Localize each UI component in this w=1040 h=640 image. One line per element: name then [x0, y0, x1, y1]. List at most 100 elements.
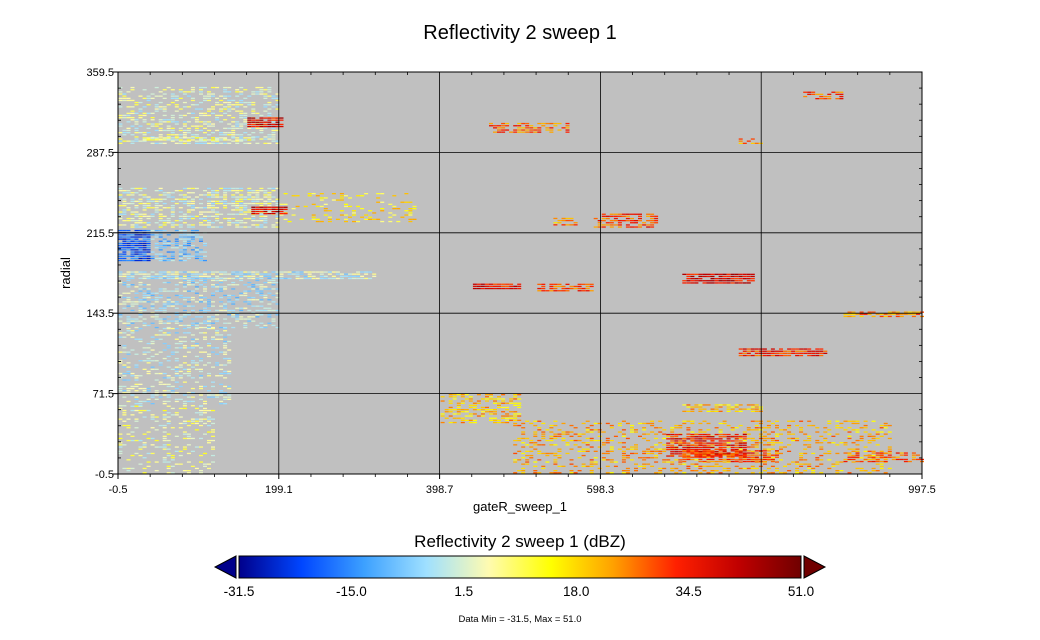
echo-cell: [561, 431, 566, 433]
echo-cell: [811, 350, 816, 352]
echo-cell: [207, 275, 211, 277]
echo-cell: [158, 334, 163, 336]
echo-cell: [674, 446, 679, 449]
echo-cell: [670, 427, 675, 429]
echo-cell: [219, 222, 224, 224]
echo-cell: [146, 137, 151, 139]
echo-cell: [634, 213, 638, 215]
echo-cell: [811, 354, 816, 357]
echo-cell: [714, 442, 719, 444]
echo-cell: [859, 457, 864, 459]
echo-cell: [682, 454, 687, 456]
echo-cell: [754, 420, 759, 422]
echo-cell: [690, 470, 695, 472]
echo-cell: [142, 249, 147, 251]
echo-cell: [146, 357, 151, 360]
echo-cell: [601, 217, 606, 220]
echo-cell: [754, 454, 759, 456]
echo-cell: [501, 131, 506, 133]
echo-cell: [267, 314, 272, 316]
echo-cell: [130, 305, 135, 307]
echo-cell: [251, 196, 256, 198]
echo-cell: [203, 275, 207, 277]
echo-cell: [122, 236, 127, 238]
echo-cell: [194, 127, 199, 129]
echo-cell: [263, 123, 268, 126]
echo-cell: [650, 424, 655, 427]
echo-cell: [162, 207, 167, 209]
echo-cell: [118, 86, 123, 89]
echo-cell: [275, 217, 280, 220]
echo-cell: [154, 273, 159, 275]
echo-cell: [203, 139, 207, 141]
echo-cell: [231, 125, 236, 127]
echo-cell: [827, 442, 832, 444]
echo-cell: [166, 422, 171, 425]
echo-cell: [259, 127, 264, 129]
echo-cell: [186, 281, 191, 284]
echo-cell: [239, 273, 244, 275]
echo-cell: [146, 290, 151, 292]
echo-cell: [770, 437, 775, 440]
echo-cell: [122, 275, 127, 277]
echo-cell: [227, 91, 232, 93]
echo-cell: [138, 194, 143, 196]
echo-cell: [819, 350, 824, 352]
echo-cell: [787, 470, 792, 472]
echo-cell: [630, 217, 634, 220]
echo-cell: [243, 217, 248, 220]
echo-cell: [182, 314, 187, 316]
echo-cell: [235, 187, 240, 190]
echo-cell: [513, 131, 518, 133]
echo-cell: [243, 307, 248, 309]
echo-cell: [194, 311, 199, 314]
echo-cell: [742, 275, 747, 278]
echo-cell: [126, 273, 131, 275]
echo-cell: [722, 273, 727, 275]
echo-cell: [493, 127, 497, 129]
echo-cell: [847, 435, 852, 437]
echo-cell: [223, 327, 228, 330]
echo-cell: [146, 273, 151, 275]
echo-cell: [142, 253, 147, 255]
echo-cell: [859, 470, 864, 472]
echo-cell: [146, 342, 151, 345]
echo-cell: [718, 472, 723, 474]
echo-cell: [174, 375, 179, 377]
echo-cell: [742, 348, 747, 350]
echo-cell: [642, 224, 647, 226]
echo-cell: [621, 435, 626, 437]
echo-cell: [126, 392, 131, 394]
echo-cell: [678, 470, 683, 472]
x-axis-ticks: -0.5 199.1 398.7 598.3 797.9 997.5: [109, 72, 936, 496]
echo-cell: [158, 220, 163, 222]
echo-cell: [134, 220, 139, 222]
echo-cell: [255, 314, 260, 316]
echo-cell: [525, 454, 530, 457]
echo-cell: [887, 454, 892, 456]
echo-cell: [497, 419, 501, 421]
echo-cell: [879, 424, 884, 427]
echo-cell: [146, 296, 151, 299]
echo-cell: [142, 273, 147, 275]
echo-cell: [352, 212, 356, 214]
echo-cell: [682, 438, 687, 440]
echo-cell: [823, 437, 828, 440]
echo-cell: [714, 444, 719, 446]
echo-cell: [738, 448, 743, 450]
echo-cell: [142, 114, 147, 117]
echo-cell: [255, 206, 260, 208]
echo-cell: [489, 419, 493, 421]
echo-cell: [698, 431, 703, 433]
echo-cell: [871, 458, 876, 461]
echo-cell: [178, 385, 183, 388]
echo-cell: [190, 91, 195, 93]
echo-cell: [750, 450, 755, 452]
echo-cell: [263, 273, 268, 275]
echo-cell: [875, 454, 880, 456]
echo-cell: [199, 251, 203, 253]
echo-cell: [855, 420, 860, 422]
echo-cell: [158, 271, 163, 273]
echo-cell: [678, 440, 683, 442]
echo-cell: [190, 99, 195, 102]
